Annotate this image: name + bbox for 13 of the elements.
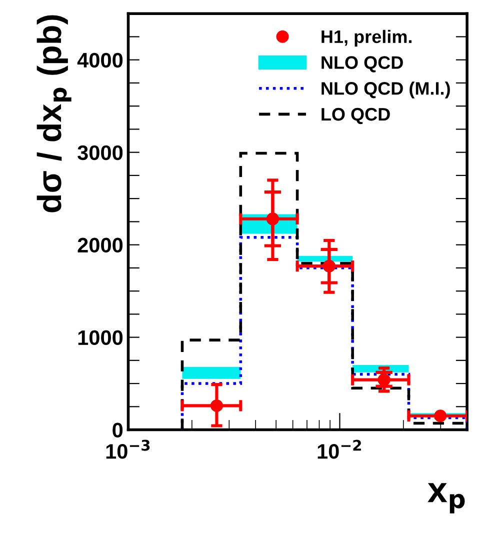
legend-label: LO QCD — [322, 108, 390, 124]
y-tick-label: 0 — [112, 422, 123, 438]
y-tick-label: 4000 — [77, 52, 123, 68]
y-tick-label: 1000 — [78, 330, 123, 346]
y-tick-label: 2000 — [78, 238, 123, 253]
legend-label: NLO QCD — [322, 56, 403, 72]
y-axis-title: dσ / dx$_{p}$ (pb) — [36, 15, 72, 212]
y-tick-label: 3000 — [78, 145, 123, 160]
x-axis-title: x$_{p}$ — [428, 483, 465, 514]
x-tick-label: 10$^{−2}$ — [318, 440, 361, 459]
x-tick-label: 10$^{−3}$ — [106, 440, 150, 459]
legend-label: NLO QCD (M.I.) — [322, 82, 450, 98]
legend-label: H1, prelim. — [322, 30, 412, 47]
